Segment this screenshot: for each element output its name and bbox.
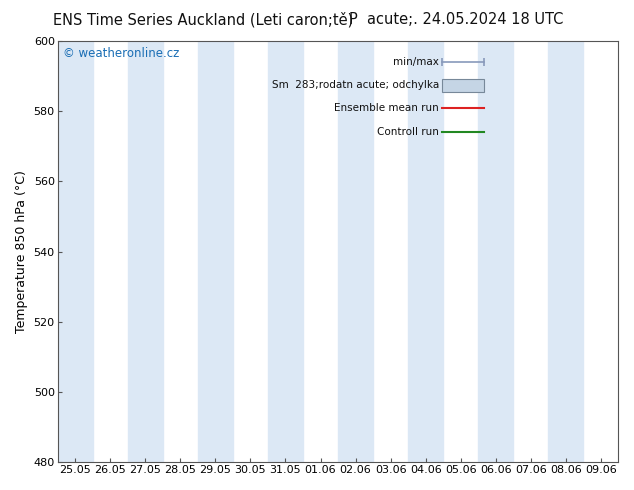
Text: min/max: min/max [393, 57, 439, 67]
Bar [548, 41, 583, 462]
Y-axis label: Temperature 850 hPa (°C): Temperature 850 hPa (°C) [15, 170, 28, 333]
Bar [442, 79, 484, 92]
Text: © weatheronline.cz: © weatheronline.cz [63, 48, 179, 60]
Text: Controll run: Controll run [377, 126, 439, 137]
Text: Sm  283;rodatn acute; odchylka: Sm 283;rodatn acute; odchylka [272, 80, 439, 90]
Bar [198, 41, 233, 462]
Text: P  acute;. 24.05.2024 18 UTC: P acute;. 24.05.2024 18 UTC [349, 12, 564, 27]
Bar [338, 41, 373, 462]
Bar [478, 41, 514, 462]
Bar [268, 41, 303, 462]
Bar [58, 41, 93, 462]
Bar [127, 41, 163, 462]
Bar [408, 41, 443, 462]
Text: Ensemble mean run: Ensemble mean run [334, 103, 439, 114]
Text: ENS Time Series Auckland (Leti caron;tě): ENS Time Series Auckland (Leti caron;tě) [53, 12, 353, 28]
